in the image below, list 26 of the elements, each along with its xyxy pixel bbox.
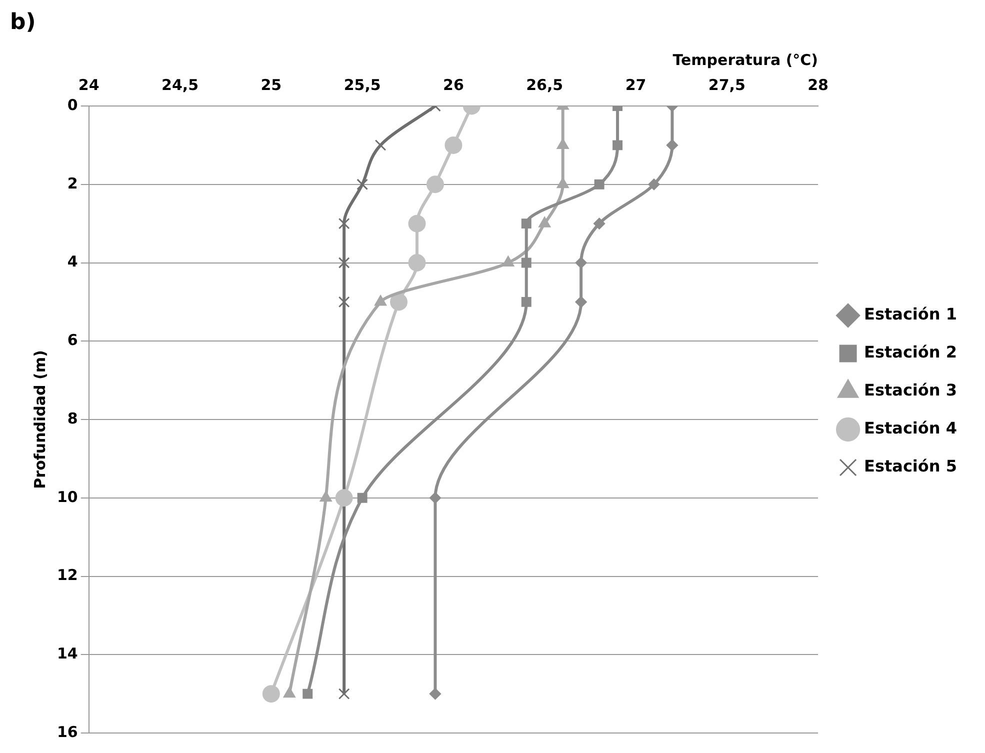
legend-label: Estación 1 bbox=[864, 304, 957, 324]
legend-label: Estación 2 bbox=[864, 342, 957, 362]
text: b) bbox=[10, 10, 36, 35]
x-tick-label: 28 bbox=[808, 76, 828, 94]
y-tick-label: 0 bbox=[67, 96, 78, 114]
y-tick-label: 4 bbox=[67, 252, 78, 271]
y-tick-label: 8 bbox=[67, 409, 78, 428]
legend-label: Estación 5 bbox=[864, 456, 957, 476]
y-tick-label: 16 bbox=[57, 722, 78, 741]
y-tick-label: 12 bbox=[57, 566, 78, 584]
x-axis-title: Temperatura (°C) bbox=[672, 50, 818, 69]
x-tick-label: 24 bbox=[78, 76, 100, 94]
x-tick-label: 25,5 bbox=[344, 76, 381, 94]
x-tick-label: 27,5 bbox=[708, 76, 746, 94]
x-tick-label: 27 bbox=[625, 76, 646, 94]
x-tick-label: 25 bbox=[260, 76, 282, 94]
x-tick-label: 26 bbox=[443, 76, 464, 94]
y-axis-title: Profundidad (m) bbox=[30, 350, 49, 489]
x-tick-label: 26,5 bbox=[526, 76, 564, 94]
y-tick-label: 14 bbox=[57, 644, 78, 663]
y-tick-label: 10 bbox=[57, 488, 78, 506]
y-tick-label: 6 bbox=[67, 331, 78, 350]
legend-label: Estación 4 bbox=[864, 418, 957, 438]
x-tick-label: 24,5 bbox=[162, 76, 199, 94]
legend-label: Estación 3 bbox=[864, 380, 957, 400]
y-tick-label: 2 bbox=[67, 174, 78, 192]
